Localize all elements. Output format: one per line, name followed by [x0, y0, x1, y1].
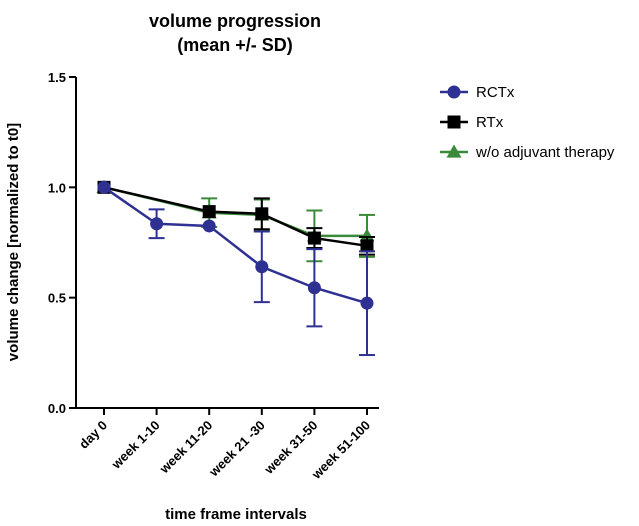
y-tick-label: 1.5	[48, 70, 66, 85]
y-tick-label: 1.0	[48, 180, 66, 195]
legend-swatch-marker	[447, 115, 461, 129]
rctx-series-line	[103, 186, 368, 305]
x-axis-label: time frame intervals	[165, 506, 307, 523]
rctx-point	[307, 281, 321, 295]
x-tick-label: week 1-10	[108, 418, 163, 473]
y-axis-label: volume change [normalized to t0]	[5, 123, 22, 361]
rctx-point	[202, 219, 216, 233]
y-tick-label: 0.5	[48, 291, 66, 306]
chart-subtitle: (mean +/- SD)	[177, 35, 293, 55]
legend-item-rctx: RCTx	[440, 84, 515, 101]
chart-title: volume progression	[149, 11, 321, 31]
x-tick-label: day 0	[76, 418, 110, 452]
w-o-adjuvant-therapy-point	[359, 228, 375, 242]
legend-label: RCTx	[476, 84, 515, 101]
rctx-point	[97, 180, 111, 194]
rtx-point	[202, 205, 216, 219]
legend-swatch-marker	[447, 85, 461, 99]
x-tick-label: week 21 -30	[205, 418, 267, 480]
rctx-point	[150, 217, 164, 231]
rtx-point	[255, 207, 269, 221]
y-tick-label: 0.0	[48, 401, 66, 416]
rctx-point	[360, 296, 374, 310]
legend-item-w-o-adjuvant-therapy: w/o adjuvant therapy	[440, 144, 615, 161]
legend-label: w/o adjuvant therapy	[475, 144, 615, 161]
legend-label: RTx	[476, 114, 504, 131]
rctx-point	[255, 260, 269, 274]
legend: RCTx RTx w/o adjuvant therapy	[440, 84, 615, 161]
legend-item-rtx: RTx	[440, 114, 504, 131]
rtx-point	[307, 231, 321, 245]
rtx-point	[360, 239, 374, 253]
legend-swatch-marker	[446, 144, 462, 158]
